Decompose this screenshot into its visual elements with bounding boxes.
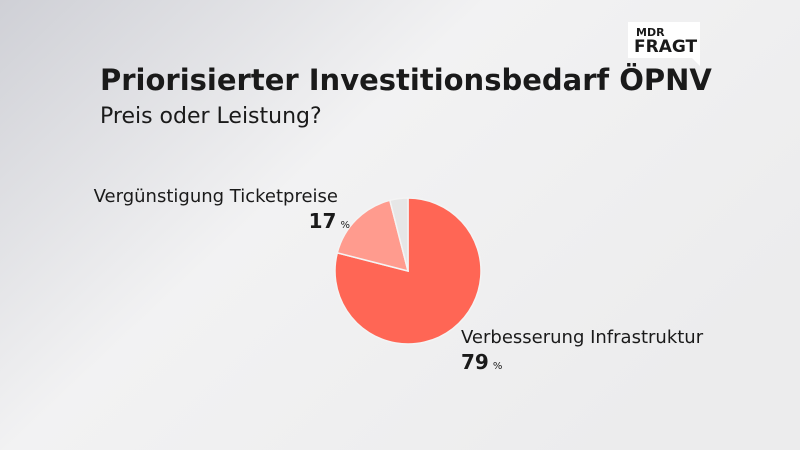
slice-label: Verbesserung Infrastruktur [461, 327, 704, 348]
slice-label: Vergünstigung Ticketpreise [94, 186, 338, 207]
pie-slice [336, 199, 410, 273]
logo-box [628, 22, 700, 66]
value-number: 17 [309, 209, 337, 233]
chart-subtitle: Preis oder Leistung? [100, 104, 322, 129]
value-number: 79 [461, 350, 489, 374]
chart-title: Priorisierter Investitionsbedarf ÖPNV [100, 63, 712, 97]
pie-slice [388, 197, 409, 272]
logo: MDR FRAGT [628, 22, 700, 66]
logo-text: MDR [636, 26, 665, 39]
value-unit: % [493, 361, 503, 372]
logo-text: FRAGT [634, 37, 698, 57]
slice-value: 79% [461, 350, 502, 374]
pie [334, 197, 482, 345]
slice-value: 17% [309, 209, 350, 233]
value-unit: % [340, 220, 350, 231]
